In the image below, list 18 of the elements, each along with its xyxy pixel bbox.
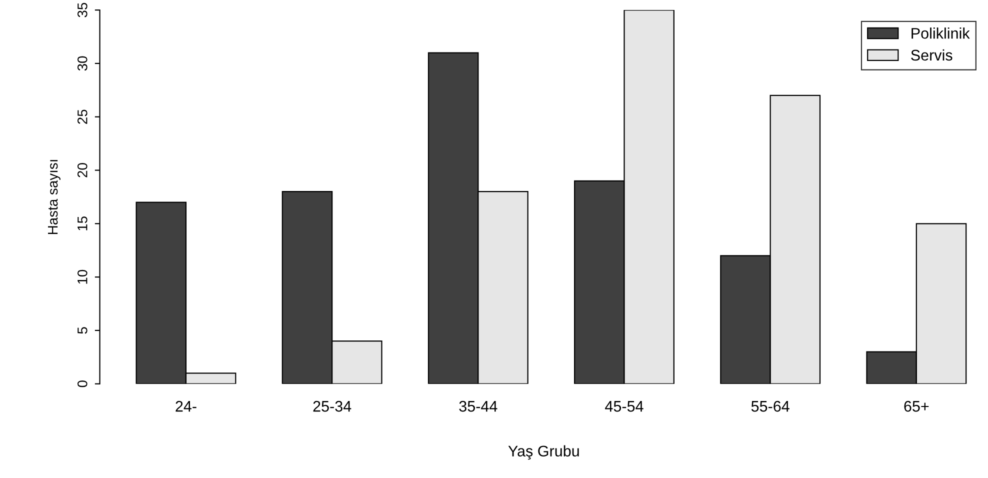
x-tick-label: 55-64 xyxy=(751,400,790,412)
legend-label: Poliklinik xyxy=(912,28,970,39)
y-tick-label: 25 xyxy=(77,110,88,124)
x-tick-label: 65+ xyxy=(904,400,929,412)
y-axis-title: Hasta sayısı xyxy=(48,160,60,234)
x-tick-label: 24- xyxy=(176,400,196,412)
y-tick-label: 20 xyxy=(77,163,88,178)
x-tick-label: 25-34 xyxy=(313,400,352,412)
y-tick-label: 30 xyxy=(77,56,88,71)
y-tick-label: 35 xyxy=(77,2,88,18)
y-tick-label: 0 xyxy=(77,380,88,388)
y-tick-label: 10 xyxy=(77,270,88,284)
x-tick-label: 35-44 xyxy=(459,400,498,412)
x-tick-label: 45-54 xyxy=(605,401,644,412)
y-tick-label: 15 xyxy=(78,216,88,230)
legend-label: Servis xyxy=(911,49,952,61)
x-axis-title: Yaş Grubu xyxy=(508,445,579,460)
y-tick-label: 5 xyxy=(78,327,88,334)
